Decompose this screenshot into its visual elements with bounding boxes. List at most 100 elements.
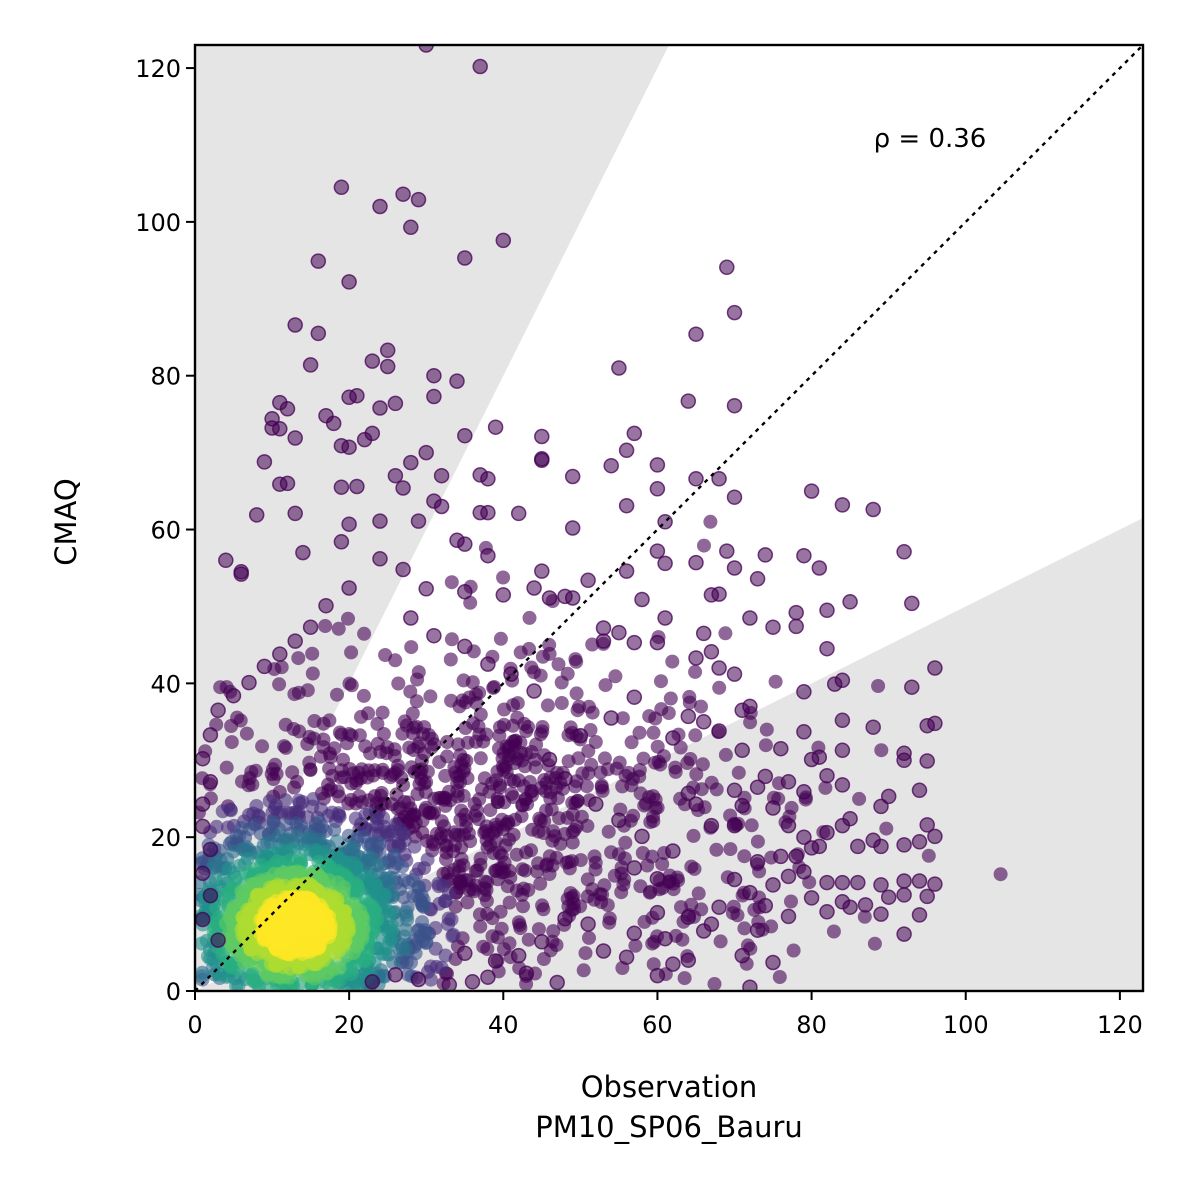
data-point bbox=[873, 877, 889, 893]
density-point bbox=[642, 709, 657, 724]
density-point bbox=[677, 971, 692, 986]
density-point bbox=[443, 652, 458, 667]
x-axis-label: Observation bbox=[581, 1070, 758, 1104]
data-point bbox=[911, 907, 928, 923]
data-point bbox=[418, 444, 434, 461]
density-point bbox=[316, 716, 331, 731]
density-point bbox=[493, 631, 508, 646]
density-point bbox=[316, 791, 331, 806]
density-point bbox=[460, 895, 475, 910]
density-point bbox=[511, 915, 526, 930]
y-tick-label: 20 bbox=[150, 824, 181, 852]
data-point bbox=[210, 702, 226, 719]
density-point bbox=[595, 783, 610, 798]
data-point bbox=[472, 58, 488, 75]
density-point bbox=[688, 664, 703, 679]
density-point bbox=[585, 705, 600, 720]
density-point bbox=[458, 721, 473, 735]
density-point bbox=[300, 737, 315, 751]
density-point bbox=[818, 780, 833, 795]
data-point bbox=[834, 874, 851, 891]
data-point bbox=[757, 768, 774, 785]
density-point bbox=[743, 715, 758, 730]
density-point bbox=[921, 848, 936, 863]
data-point bbox=[665, 730, 681, 746]
data-point bbox=[703, 817, 720, 834]
data-point bbox=[403, 610, 419, 626]
density-point bbox=[334, 770, 348, 785]
data-point bbox=[487, 953, 504, 969]
density-point bbox=[582, 930, 596, 945]
density-point bbox=[645, 936, 660, 951]
x-axis-sublabel: PM10_SP06_Bauru bbox=[535, 1110, 803, 1144]
data-point bbox=[695, 714, 712, 730]
data-point bbox=[534, 563, 550, 579]
data-point bbox=[395, 561, 411, 578]
data-point bbox=[726, 397, 743, 414]
data-point bbox=[726, 666, 743, 682]
data-point bbox=[780, 868, 797, 885]
density-point bbox=[615, 779, 630, 794]
data-point bbox=[302, 619, 319, 635]
y-tick-label: 0 bbox=[166, 978, 181, 1006]
data-point bbox=[626, 425, 643, 442]
density-point bbox=[344, 776, 359, 791]
density-point bbox=[528, 760, 543, 775]
density-point bbox=[655, 857, 670, 872]
density-point bbox=[486, 680, 501, 695]
density-point bbox=[579, 779, 594, 794]
density-point bbox=[697, 538, 711, 553]
data-point bbox=[842, 594, 858, 610]
data-point bbox=[241, 674, 257, 691]
density-point bbox=[438, 798, 453, 813]
density-point bbox=[540, 698, 555, 713]
data-point bbox=[688, 471, 704, 487]
data-point bbox=[819, 640, 835, 657]
density-point bbox=[588, 862, 603, 877]
density-point bbox=[341, 611, 355, 626]
data-point bbox=[372, 198, 388, 215]
data-point bbox=[595, 633, 612, 649]
density-point bbox=[440, 735, 455, 749]
data-point bbox=[649, 870, 666, 887]
data-point bbox=[826, 676, 843, 692]
density-point bbox=[395, 726, 410, 741]
data-point bbox=[734, 947, 750, 964]
density-point bbox=[223, 803, 238, 818]
density-point bbox=[318, 619, 333, 633]
data-point bbox=[449, 373, 465, 389]
data-point bbox=[711, 471, 727, 487]
data-point bbox=[418, 581, 434, 597]
data-point bbox=[418, 45, 434, 53]
data-point bbox=[457, 584, 473, 600]
data-point bbox=[811, 560, 828, 576]
density-point bbox=[576, 963, 591, 978]
density-point bbox=[409, 694, 424, 709]
density-point bbox=[406, 743, 421, 757]
density-point bbox=[513, 645, 528, 660]
data-point bbox=[341, 389, 357, 406]
data-point bbox=[611, 812, 627, 829]
density-point bbox=[383, 770, 398, 785]
data-point bbox=[395, 186, 411, 202]
density-point bbox=[241, 778, 256, 793]
density-point bbox=[195, 965, 210, 980]
density-point bbox=[536, 952, 551, 966]
data-point bbox=[341, 274, 357, 290]
density-point bbox=[473, 751, 488, 766]
data-point bbox=[364, 353, 381, 369]
data-point bbox=[364, 974, 381, 990]
density-point bbox=[624, 735, 639, 750]
density-point bbox=[219, 760, 234, 775]
data-point bbox=[788, 618, 804, 635]
data-point bbox=[325, 415, 342, 432]
data-point bbox=[742, 884, 758, 901]
data-point bbox=[896, 752, 912, 769]
density-point bbox=[750, 834, 765, 849]
y-tick-label: 40 bbox=[150, 670, 181, 698]
density-point bbox=[871, 679, 886, 693]
density-point bbox=[356, 688, 371, 703]
density-point bbox=[522, 610, 537, 625]
data-point bbox=[780, 908, 797, 925]
